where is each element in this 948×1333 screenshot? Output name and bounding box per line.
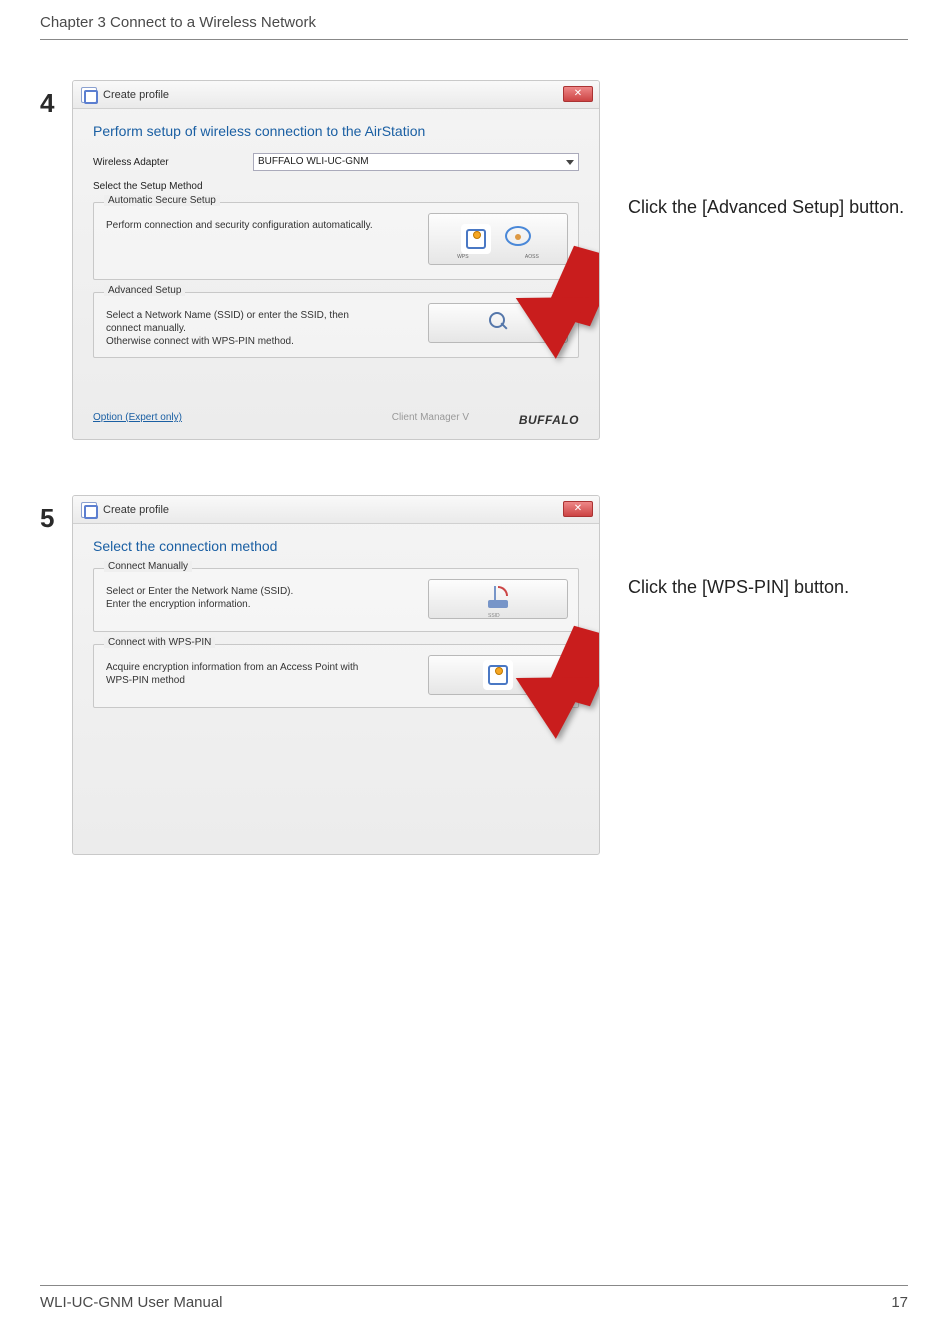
dialog-heading: Select the connection method: [93, 538, 579, 554]
advanced-setup-title: Advanced Setup: [104, 285, 185, 296]
page-number: 17: [891, 1294, 908, 1311]
wps-caption: WPS: [457, 254, 468, 260]
aoss-icon: [501, 224, 535, 254]
connect-manually-group: Connect Manually Select or Enter the Net…: [93, 568, 579, 632]
manual-name: WLI-UC-GNM User Manual: [40, 1294, 223, 1311]
titlebar: Create profile ✕: [73, 496, 599, 524]
adapter-select[interactable]: BUFFALO WLI-UC-GNM: [253, 153, 579, 171]
dialog-create-profile-method: Create profile ✕ Select the connection m…: [72, 495, 600, 855]
advanced-setup-text: Select a Network Name (SSID) or enter th…: [106, 309, 386, 348]
adapter-row: Wireless Adapter BUFFALO WLI-UC-GNM: [93, 153, 579, 171]
step-4-instruction: Click the [Advanced Setup] button.: [600, 80, 908, 219]
window-title: Create profile: [103, 504, 169, 516]
method-label: Select the Setup Method: [93, 181, 253, 192]
chapter-header: Chapter 3 Connect to a Wireless Network: [40, 0, 908, 40]
page: Chapter 3 Connect to a Wireless Network …: [0, 0, 948, 1333]
window-icon: [81, 87, 97, 103]
ssid-button[interactable]: SSID: [428, 579, 568, 619]
step-4: 4 Create profile ✕ Perform setup of wire…: [40, 80, 908, 440]
wps-icon: [461, 224, 491, 254]
step-5: 5 Create profile ✕ Select the connection…: [40, 495, 908, 855]
adapter-label: Wireless Adapter: [93, 157, 253, 168]
auto-setup-title: Automatic Secure Setup: [104, 195, 220, 206]
option-expert-link[interactable]: Option (Expert only): [93, 412, 182, 423]
step-5-instruction: Click the [WPS-PIN] button.: [600, 495, 908, 599]
window-title: Create profile: [103, 89, 169, 101]
connect-manually-title: Connect Manually: [104, 561, 192, 572]
wps-pin-title: Connect with WPS-PIN: [104, 637, 215, 648]
page-footer: WLI-UC-GNM User Manual 17: [40, 1285, 908, 1311]
dialog-heading: Perform setup of wireless connection to …: [93, 123, 579, 139]
dialog-create-profile-setup: Create profile ✕ Perform setup of wirele…: [72, 80, 600, 440]
ssid-caption: SSID: [488, 613, 500, 619]
red-arrow-icon: [507, 256, 600, 366]
ssid-icon: SSID: [484, 586, 512, 612]
wps-pin-text: Acquire encryption information from an A…: [106, 661, 386, 687]
brand-logo: BUFFALO: [519, 413, 579, 427]
close-button[interactable]: ✕: [563, 501, 593, 517]
window-icon: [81, 502, 97, 518]
titlebar: Create profile ✕: [73, 81, 599, 109]
connect-manually-text: Select or Enter the Network Name (SSID).…: [106, 585, 386, 611]
close-button[interactable]: ✕: [563, 86, 593, 102]
red-arrow-icon: [507, 636, 600, 746]
method-row: Select the Setup Method: [93, 181, 579, 192]
step-number: 4: [40, 80, 72, 119]
client-manager-label: Client Manager V: [392, 412, 469, 423]
auto-setup-text: Perform connection and security configur…: [106, 219, 386, 232]
step-number: 5: [40, 495, 72, 534]
